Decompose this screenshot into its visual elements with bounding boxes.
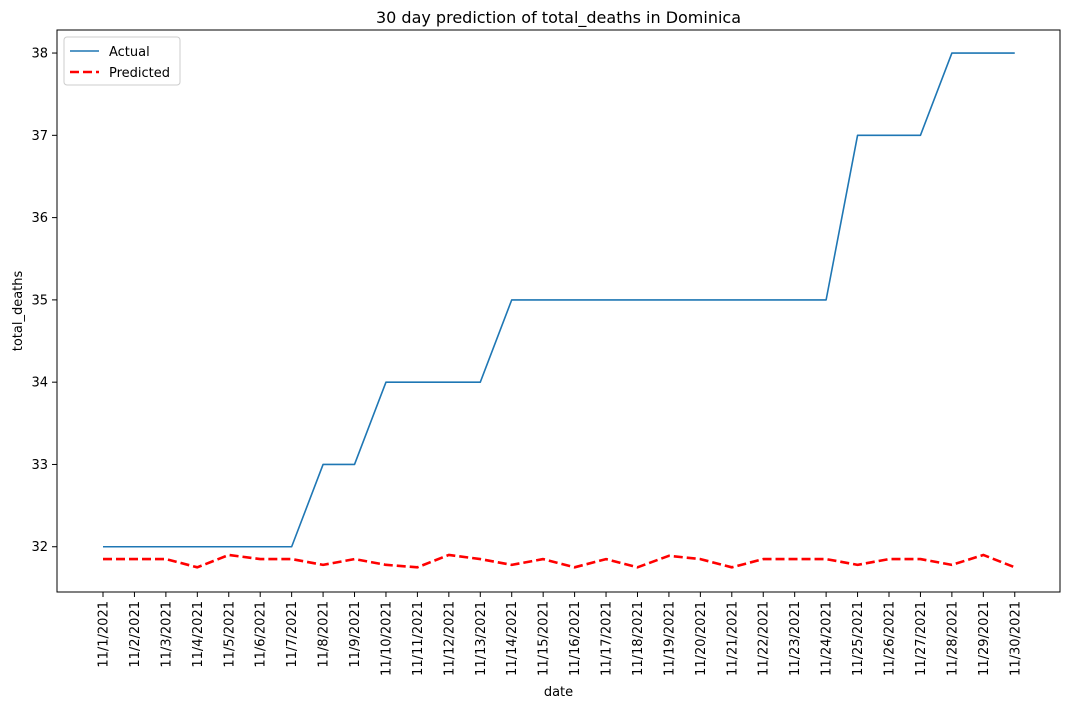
legend-box [63,36,181,86]
plot-area [103,52,1016,569]
x-tick-label: 11/26/2021 [883,601,898,676]
x-tick-label: 11/28/2021 [945,601,960,676]
legend-label-predicted: Predicted [109,66,170,81]
x-tick-label: 11/18/2021 [631,601,646,676]
x-tick-label: 11/22/2021 [757,601,772,676]
axes-frame [56,29,1061,593]
x-tick-label: 11/23/2021 [788,601,803,676]
x-tick-label: 11/19/2021 [662,601,677,676]
x-tick-label: 11/13/2021 [474,601,489,676]
x-tick-label: 11/17/2021 [600,601,615,676]
x-tick-label: 11/27/2021 [914,601,929,676]
x-tick-label: 11/3/2021 [159,601,174,668]
x-tick-label: 11/10/2021 [379,601,394,676]
y-axis-label: total_deaths [11,271,26,352]
x-tick-label: 11/20/2021 [694,601,709,676]
y-axis: 32 33 34 35 36 37 38 [31,47,57,555]
x-tick-label: 11/15/2021 [537,601,552,676]
x-tick-label: 11/2/2021 [128,601,143,668]
series-line-actual [103,52,1015,548]
x-axis-label: date [544,685,573,700]
x-tick-label: 11/30/2021 [1008,601,1023,676]
y-tick-label: 35 [31,293,48,308]
x-tick-label: 11/11/2021 [411,601,426,676]
chart-title: 30 day prediction of total_deaths in Dom… [376,8,741,28]
x-tick-label: 11/24/2021 [820,601,835,676]
x-tick-label: 11/1/2021 [97,601,112,668]
y-tick-label: 37 [31,129,48,144]
x-tick-label: 11/9/2021 [348,601,363,668]
x-tick-label: 11/29/2021 [977,601,992,676]
y-tick-label: 38 [31,47,48,62]
x-tick-label: 11/12/2021 [442,601,457,676]
x-tick-label: 11/5/2021 [222,601,237,668]
y-tick-label: 36 [31,211,48,226]
x-tick-label: 11/6/2021 [254,601,269,668]
legend: Actual Predicted [63,36,181,86]
x-tick-label: 11/7/2021 [285,601,300,668]
x-tick-label: 11/4/2021 [191,601,206,668]
x-axis: 11/1/2021 11/2/2021 11/3/2021 11/4/2021 11/5… [97,592,1023,676]
x-tick-label: 11/21/2021 [725,601,740,676]
series-line-predicted [103,553,1016,569]
y-tick-label: 32 [31,540,48,555]
y-tick-label: 34 [31,376,48,391]
y-tick-label: 33 [31,458,48,473]
legend-label-actual: Actual [109,45,150,60]
x-tick-label: 11/16/2021 [568,601,583,676]
x-tick-label: 11/8/2021 [317,601,332,668]
x-tick-label: 11/25/2021 [851,601,866,676]
x-tick-label: 11/14/2021 [505,601,520,676]
